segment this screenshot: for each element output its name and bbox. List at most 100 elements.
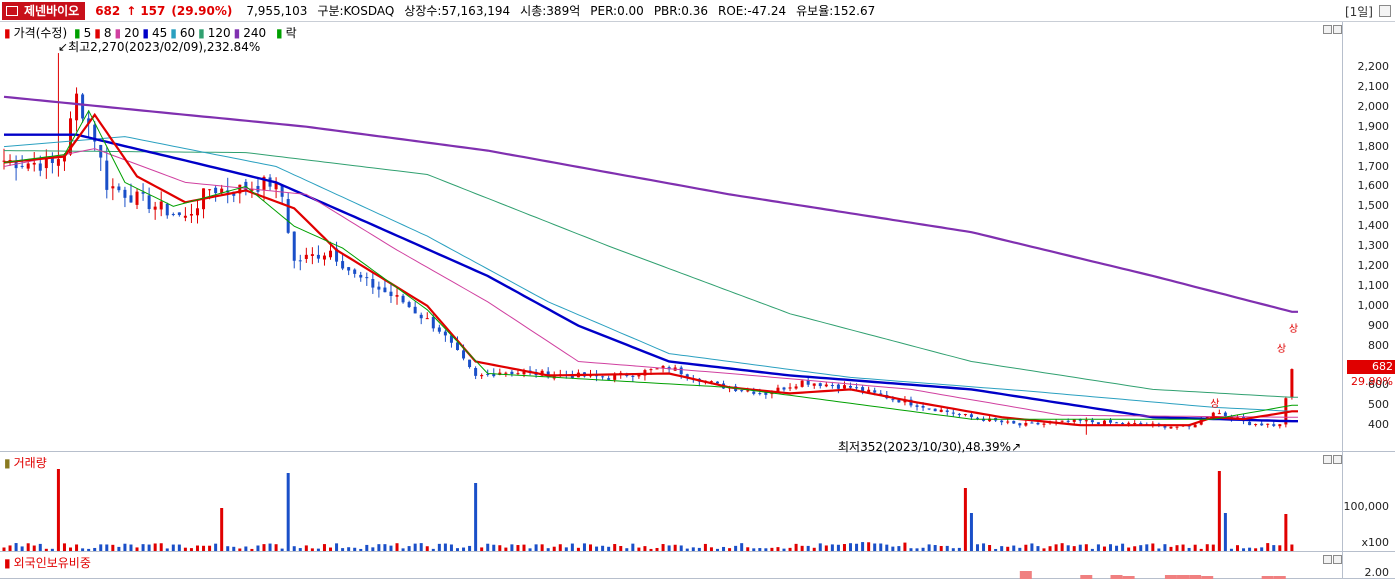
candle-body: [8, 159, 12, 161]
panel-maximize-button[interactable]: [1333, 25, 1342, 34]
price-y-axis: 2,200 2,100 2,000 1,900 1,800 1,700 1,600 1,500…: [1343, 22, 1395, 451]
volume-bar: [861, 542, 865, 551]
candle-body: [153, 206, 157, 210]
volume-bar: [673, 544, 677, 551]
volume-maximize-button[interactable]: [1333, 455, 1342, 464]
current-price-tag: 682: [1347, 360, 1395, 374]
volume-legend-marker: ▮: [4, 456, 11, 470]
volume-bar: [365, 544, 369, 551]
candle-body: [516, 373, 520, 375]
volume-bar: [1145, 544, 1149, 551]
volume-bar: [836, 544, 840, 551]
volume-bar: [933, 545, 937, 551]
candle-body: [607, 378, 611, 380]
volume-bar: [153, 543, 157, 551]
volume-bar: [298, 548, 302, 551]
volume-bar: [1121, 543, 1125, 551]
market-cap: 시총:389억: [520, 4, 581, 18]
volume-bar: [969, 513, 973, 551]
foreign-ratio-bar: [1261, 576, 1274, 579]
foreign-plot-area[interactable]: ▮ 외국인보유비중: [0, 552, 1343, 579]
volume-bar: [885, 544, 889, 551]
listed-shares: 상장수:57,163,194: [404, 4, 511, 18]
candle-body: [1254, 424, 1258, 426]
price-axis-label: 1,300: [1357, 239, 1390, 253]
volume-bar: [927, 544, 931, 551]
volume-bar: [546, 548, 550, 551]
panel-minimize-button[interactable]: [1323, 25, 1332, 34]
candle-body: [56, 159, 60, 166]
volume-bar: [576, 547, 580, 551]
candle-body: [443, 331, 447, 336]
stock-name-badge[interactable]: 제넨바이오: [2, 1, 86, 20]
volume-bar: [99, 544, 103, 551]
volume-bar: [540, 544, 544, 551]
volume-bar: [147, 544, 151, 551]
volume-bar: [431, 548, 435, 551]
market-type: 구분:KOSDAQ: [317, 4, 395, 18]
volume-bar: [842, 544, 846, 551]
candle-body: [455, 342, 459, 351]
volume-bar: [492, 544, 496, 551]
candle-body: [353, 269, 357, 274]
volume-bar: [50, 548, 54, 551]
candle-body: [1060, 420, 1064, 422]
candle-body: [159, 201, 163, 210]
candle-body: [117, 186, 121, 191]
candle-body: [1006, 421, 1010, 423]
volume-plot-area[interactable]: ▮ 거래량: [0, 452, 1343, 551]
volume-bar: [468, 545, 472, 551]
volume-axis-label-top: 100,000: [1343, 500, 1390, 513]
stock-flag-icon: [6, 5, 18, 16]
candle-body: [1266, 423, 1270, 425]
candle-body: [933, 408, 937, 412]
roe-value: ROE:-47.24: [718, 3, 787, 18]
candle-body: [1193, 424, 1197, 428]
volume-bar: [915, 548, 919, 551]
ma-legend-marker: ▮: [198, 26, 205, 40]
volume-bar: [1242, 548, 1246, 551]
volume-bar: [1272, 545, 1276, 551]
volume-bar: [703, 543, 707, 551]
trade-volume: 7,955,103: [246, 3, 308, 18]
candle-body: [1024, 422, 1028, 426]
volume-bar: [582, 543, 586, 551]
volume-bar: [867, 542, 871, 551]
up-arrow-icon: ↑: [126, 3, 137, 18]
low-price-marker: 최저352(2023/10/30),48.39%↗: [838, 438, 1021, 455]
candle-body: [631, 375, 635, 377]
candle-body: [371, 279, 375, 288]
period-toggle-button[interactable]: [1379, 5, 1391, 17]
candle-body: [806, 380, 810, 385]
candle-body: [1066, 420, 1070, 422]
volume-bar: [709, 547, 713, 551]
ma-legend-label: 45: [151, 26, 168, 40]
volume-bar: [226, 546, 230, 551]
volume-bar: [776, 547, 780, 551]
foreign-ratio-bar: [1110, 575, 1123, 579]
volume-bar: [353, 547, 357, 551]
volume-bar: [87, 548, 91, 551]
ma-legend-label: 60: [179, 26, 196, 40]
candle-body: [310, 254, 314, 256]
volume-bar: [329, 547, 333, 551]
high-price-label: 최고2,270(2023/02/09),232.84%: [68, 40, 261, 54]
foreign-chart-svg: [1019, 571, 1286, 579]
volume-bar: [782, 548, 786, 551]
upper-limit-marker: 상: [1277, 343, 1286, 355]
volume-bar: [764, 548, 768, 551]
volume-bar: [921, 547, 925, 551]
foreign-ownership-panel: ▮ 외국인보유비중 2.00: [0, 552, 1395, 579]
volume-minimize-button[interactable]: [1323, 455, 1332, 464]
candle-body: [758, 393, 762, 395]
volume-bar: [93, 547, 97, 551]
period-selector[interactable]: [1일]: [1344, 5, 1373, 19]
volume-bar: [20, 546, 24, 551]
foreign-maximize-button[interactable]: [1333, 555, 1342, 564]
volume-bar: [607, 546, 611, 551]
volume-bar: [177, 544, 181, 551]
foreign-minimize-button[interactable]: [1323, 555, 1332, 564]
foreign-ratio-bar: [1122, 576, 1135, 579]
upper-limit-marker: 상: [1289, 323, 1298, 335]
